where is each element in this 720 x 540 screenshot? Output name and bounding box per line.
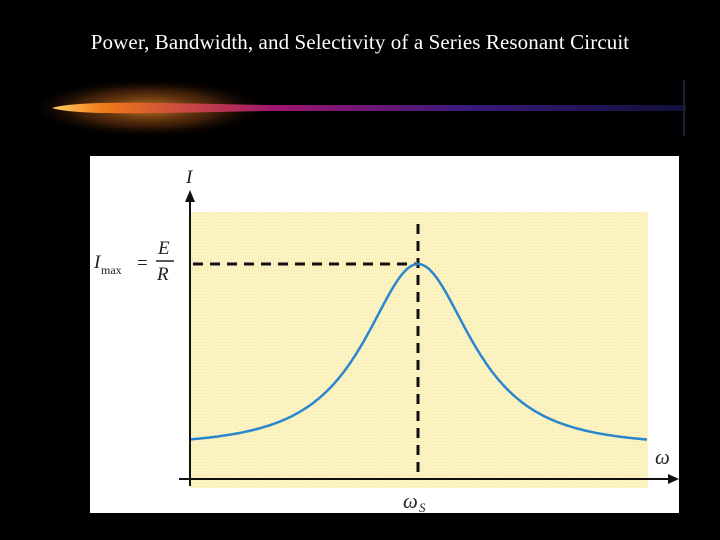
- peak-equals: =: [137, 253, 148, 274]
- resonance-diagram: I ω I max = E R ω S: [90, 156, 679, 513]
- resonance-symbol: ω: [403, 489, 418, 513]
- resonance-subscript: S: [419, 500, 426, 513]
- y-axis-arrowhead: [185, 190, 195, 202]
- resonance-frequency-label: ω S: [403, 489, 426, 513]
- peak-symbol: I: [93, 252, 102, 273]
- slide-title: Power, Bandwidth, and Selectivity of a S…: [90, 30, 630, 54]
- resonance-curve: [190, 262, 648, 441]
- resonance-diagram-svg: I ω I max = E R ω S: [93, 167, 679, 513]
- y-axis-label: I: [185, 167, 194, 188]
- x-axis-arrowhead: [668, 474, 679, 484]
- x-axis-label: ω: [655, 445, 670, 469]
- title-underline-flare: [38, 80, 686, 136]
- peak-current-label: I max = E R: [93, 238, 174, 285]
- peak-numerator: E: [157, 238, 170, 259]
- peak-denominator: R: [156, 264, 169, 285]
- peak-subscript: max: [101, 263, 122, 277]
